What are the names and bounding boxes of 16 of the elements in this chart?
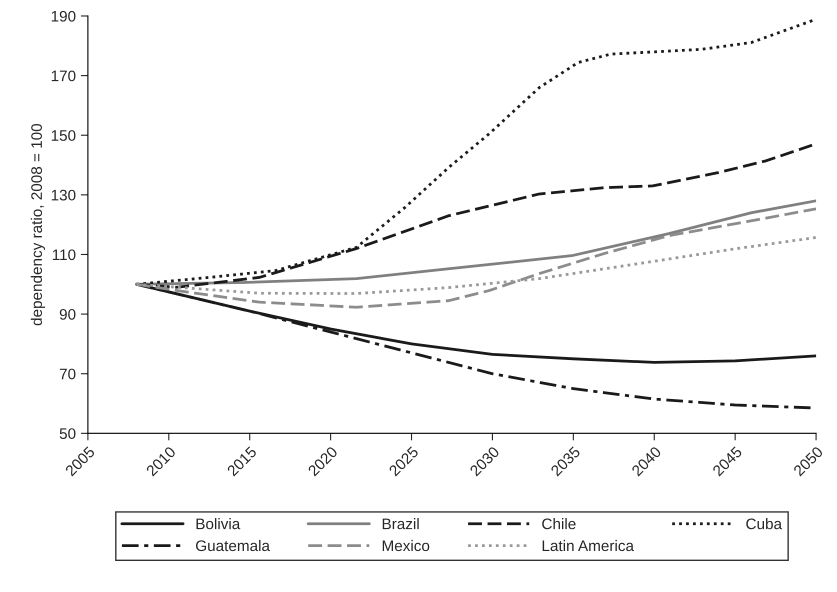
legend-label: Latin America [542,540,634,552]
legend-label: Guatemala [196,540,270,552]
y-tick-label: 190 [52,10,76,22]
y-tick-label: 90 [60,308,76,320]
legend-label: Bolivia [196,518,240,530]
legend-label: Cuba [746,518,782,530]
y-tick-label: 50 [60,428,76,440]
y-tick-label: 70 [60,368,76,380]
y-tick-label: 110 [52,249,76,260]
legend-label: Chile [542,518,576,530]
legend-label: Brazil [382,518,419,530]
legend-label: Mexico [382,540,430,552]
y-tick-label: 130 [52,190,76,201]
y-tick-label: 170 [52,70,76,82]
y-axis-title: dependency ratio, 2008 = 100 [30,124,46,326]
y-tick-label: 150 [52,130,76,141]
